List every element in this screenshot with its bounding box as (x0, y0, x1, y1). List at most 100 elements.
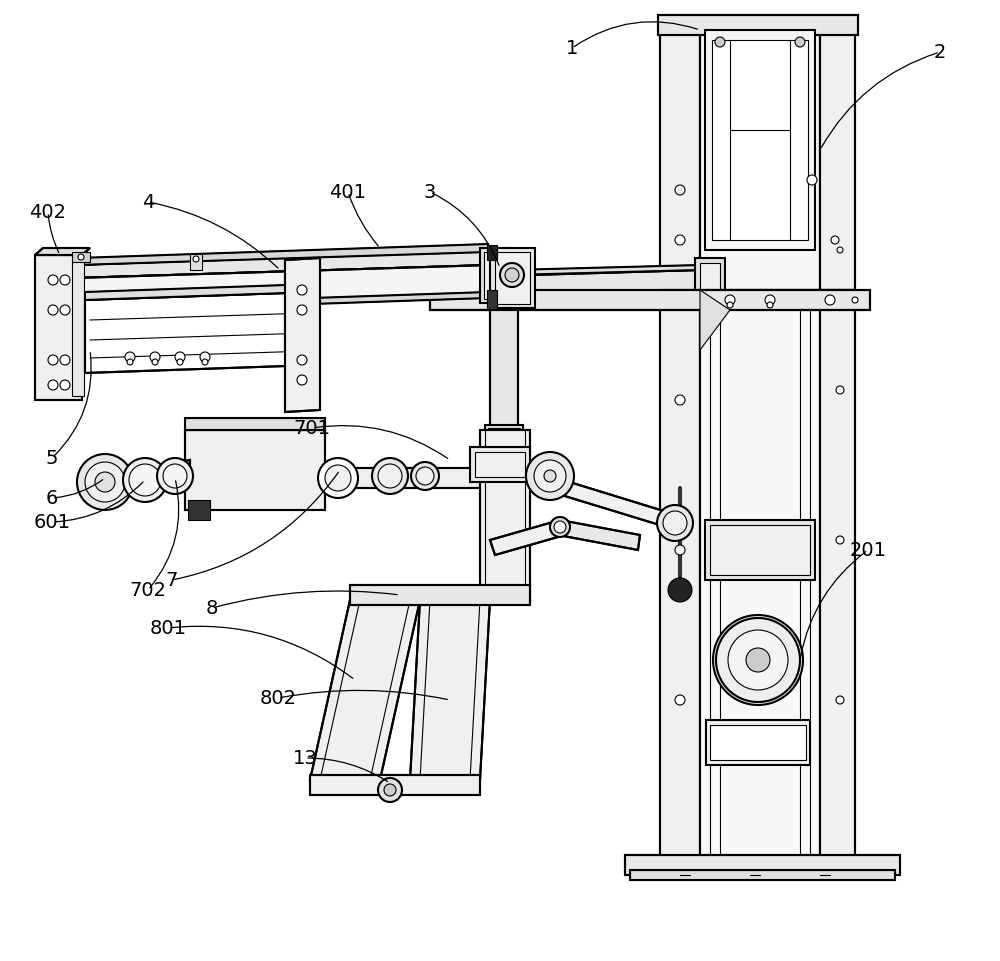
Circle shape (297, 285, 307, 295)
Text: 4: 4 (142, 192, 154, 211)
Bar (706, 720, 810, 765)
Circle shape (675, 545, 685, 555)
Circle shape (713, 615, 803, 705)
Circle shape (202, 359, 208, 365)
Circle shape (60, 305, 70, 315)
Circle shape (765, 295, 775, 305)
Bar (480, 248, 510, 303)
Circle shape (715, 37, 725, 47)
Text: 13: 13 (293, 749, 317, 768)
Polygon shape (490, 520, 565, 555)
Circle shape (675, 695, 685, 705)
Polygon shape (75, 265, 490, 310)
Bar (705, 520, 815, 580)
Polygon shape (85, 284, 315, 300)
Bar (705, 30, 815, 250)
Circle shape (77, 454, 133, 510)
Circle shape (836, 536, 844, 544)
Polygon shape (325, 468, 555, 488)
Circle shape (728, 630, 788, 690)
Circle shape (825, 295, 835, 305)
Circle shape (95, 472, 115, 492)
Circle shape (177, 359, 183, 365)
Circle shape (372, 458, 408, 494)
Text: 2: 2 (934, 42, 946, 62)
Text: 6: 6 (46, 488, 58, 507)
Circle shape (675, 185, 685, 195)
Polygon shape (558, 520, 640, 550)
Circle shape (60, 355, 70, 365)
Polygon shape (350, 585, 530, 605)
Polygon shape (35, 248, 90, 255)
Text: 201: 201 (850, 540, 887, 559)
Text: 702: 702 (130, 580, 166, 600)
Circle shape (125, 352, 135, 362)
Circle shape (767, 302, 773, 308)
Circle shape (837, 247, 843, 253)
Bar (190, 254, 202, 270)
Bar (490, 248, 535, 308)
Polygon shape (487, 290, 497, 310)
Polygon shape (310, 600, 420, 780)
Bar (72, 252, 90, 262)
Circle shape (550, 517, 570, 537)
Polygon shape (820, 30, 855, 290)
Circle shape (534, 460, 566, 492)
Circle shape (297, 305, 307, 315)
Polygon shape (625, 855, 900, 875)
Circle shape (554, 521, 566, 533)
Circle shape (725, 295, 735, 305)
Bar (484, 252, 506, 299)
Polygon shape (430, 290, 870, 310)
Bar (72, 258, 84, 396)
Polygon shape (185, 430, 325, 510)
Circle shape (657, 505, 693, 541)
Polygon shape (78, 292, 488, 312)
Bar (495, 252, 530, 304)
Text: 1: 1 (566, 38, 578, 58)
Polygon shape (480, 430, 530, 600)
Circle shape (675, 235, 685, 245)
Circle shape (526, 452, 574, 500)
Circle shape (505, 268, 519, 282)
Circle shape (416, 467, 434, 485)
Bar (470, 447, 530, 482)
Circle shape (60, 380, 70, 390)
Bar (695, 258, 725, 313)
Bar (485, 425, 523, 450)
Circle shape (740, 642, 776, 678)
Polygon shape (658, 15, 858, 35)
Circle shape (716, 618, 800, 702)
Circle shape (378, 464, 402, 488)
Text: 402: 402 (30, 203, 66, 221)
Polygon shape (435, 265, 700, 277)
Circle shape (318, 458, 358, 498)
Polygon shape (660, 290, 700, 870)
Polygon shape (188, 500, 210, 520)
Polygon shape (310, 775, 480, 795)
Text: 801: 801 (150, 619, 186, 637)
Circle shape (725, 627, 791, 693)
Circle shape (384, 784, 396, 796)
Polygon shape (700, 290, 820, 870)
Circle shape (668, 578, 692, 602)
Bar (710, 525, 810, 575)
Text: 7: 7 (166, 571, 178, 589)
Circle shape (127, 359, 133, 365)
Text: 802: 802 (260, 688, 296, 707)
Polygon shape (100, 460, 190, 492)
Circle shape (175, 352, 185, 362)
Polygon shape (820, 290, 855, 870)
Polygon shape (75, 250, 490, 278)
Circle shape (746, 648, 770, 672)
Polygon shape (700, 290, 730, 350)
Circle shape (48, 275, 58, 285)
Circle shape (795, 37, 805, 47)
Text: 401: 401 (330, 183, 366, 202)
Circle shape (48, 355, 58, 365)
Text: 601: 601 (34, 512, 70, 531)
Circle shape (325, 465, 351, 491)
Polygon shape (660, 30, 700, 290)
Text: 701: 701 (294, 418, 330, 437)
Circle shape (85, 462, 125, 502)
